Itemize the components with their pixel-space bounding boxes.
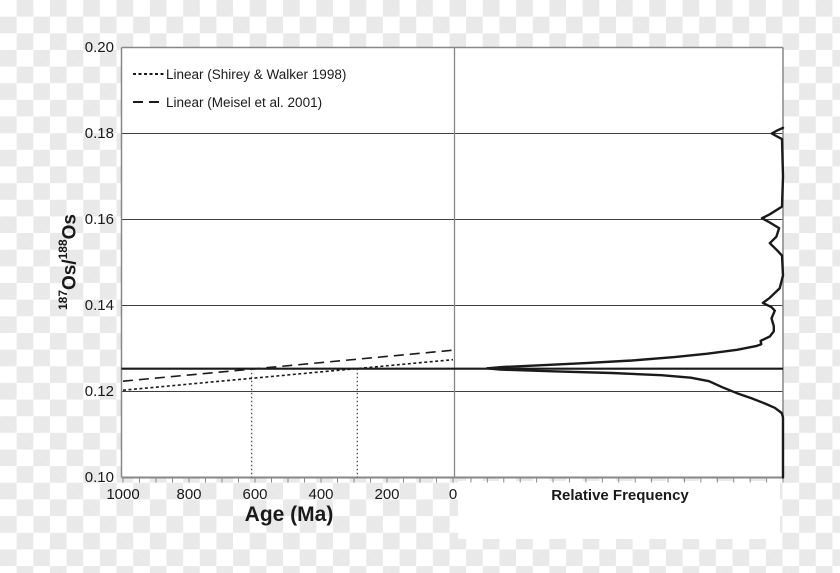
long-dash-line-sample: [133, 101, 164, 103]
y-axis-title-superscript: 187: [56, 290, 70, 311]
x-tick-label: 800: [176, 486, 202, 503]
legend-item-shirey-walker: Linear (Shirey & Walker 1998): [133, 60, 346, 88]
frequency-distribution-curve: [485, 126, 785, 479]
y-axis-title-superscript2: 188: [56, 239, 70, 260]
y-tick-label: 0.10: [84, 468, 114, 486]
trend-line-meisel: [122, 349, 454, 382]
short-dash-line-sample: [133, 73, 164, 75]
y-tick-label: 0.16: [84, 210, 114, 228]
y-tick-label: 0.12: [84, 382, 114, 400]
x-axis-title: Age (Ma): [244, 503, 334, 526]
y-tick-label: 0.18: [84, 124, 114, 142]
y-tick-label: 0.20: [84, 38, 114, 56]
trend-line-shirey-walker: [122, 358, 454, 392]
x-tick-label: 200: [374, 486, 400, 503]
x-tick-label: 1000: [106, 486, 140, 503]
legend-label: Linear (Meisel et al. 2001): [166, 94, 323, 110]
y-axis-title-text2: Os: [59, 213, 81, 240]
plot-area-background: [121, 47, 783, 478]
y-axis-title: 187Os/188Os: [49, 162, 81, 362]
y-tick-label: 0.14: [84, 296, 114, 314]
x-tick-label: 0: [448, 486, 458, 503]
x-tick-label: 400: [308, 486, 334, 503]
x-tick-label: 600: [242, 486, 268, 503]
y-axis-title-text: Os/: [59, 259, 81, 290]
frequency-label-background: [458, 481, 780, 539]
legend-label: Linear (Shirey & Walker 1998): [166, 66, 347, 82]
frequency-axis-title: Relative Frequency: [551, 487, 689, 504]
legend-item-meisel: Linear (Meisel et al. 2001): [133, 88, 346, 116]
legend: Linear (Shirey & Walker 1998) Linear (Me…: [133, 60, 346, 116]
